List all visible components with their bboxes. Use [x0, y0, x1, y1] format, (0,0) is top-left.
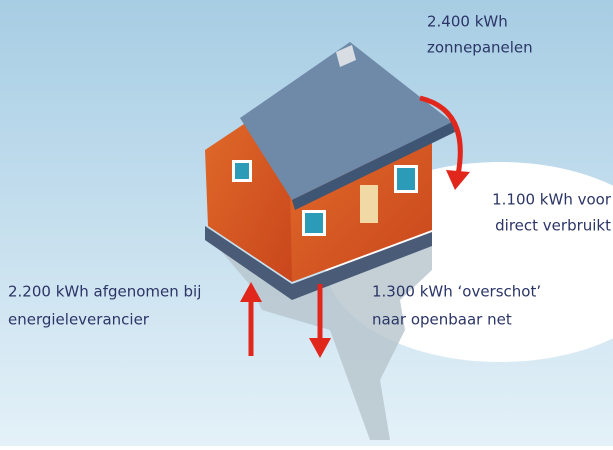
export-label: 1.300 kWh ‘overschot’ — [372, 283, 541, 301]
import-label: energieleverancier — [8, 311, 150, 329]
export-label: naar openbaar net — [372, 311, 512, 329]
solar-label: zonnepanelen — [427, 39, 533, 57]
window — [305, 213, 323, 233]
diagram: 2.400 kWh zonnepanelen 1.100 kWh voor di… — [0, 0, 613, 446]
solar-label: 2.400 kWh — [427, 13, 508, 31]
window — [397, 168, 415, 190]
self-use-label: direct verbruikt — [495, 217, 611, 235]
door — [360, 185, 378, 223]
window — [235, 163, 249, 179]
import-label: 2.200 kWh afgenomen bij — [8, 283, 201, 301]
self-use-label: 1.100 kWh voor — [492, 191, 612, 209]
